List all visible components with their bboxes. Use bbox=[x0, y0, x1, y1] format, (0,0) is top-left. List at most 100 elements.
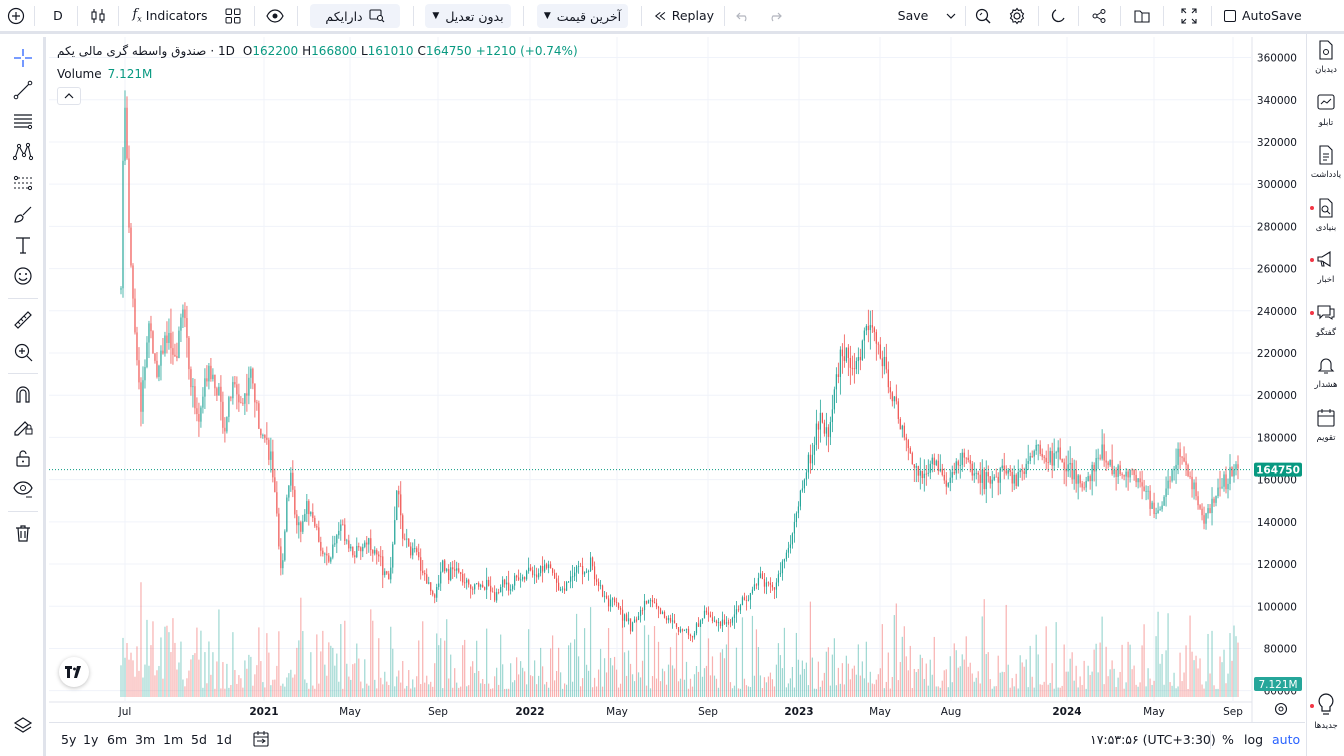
candle-body bbox=[120, 288, 122, 290]
volume-bar bbox=[364, 659, 366, 697]
range-button-1d[interactable]: 1d bbox=[216, 731, 232, 747]
candle-body bbox=[1147, 490, 1149, 492]
redo-button[interactable] bbox=[765, 0, 785, 31]
volume-bar bbox=[374, 679, 376, 697]
legend-toggle-button[interactable] bbox=[57, 87, 81, 105]
pattern-tool[interactable] bbox=[8, 137, 38, 167]
lock-drawings-tool[interactable] bbox=[8, 411, 38, 441]
log-toggle[interactable]: log bbox=[1244, 723, 1263, 755]
hide-tool[interactable] bbox=[8, 474, 38, 504]
text-tool[interactable] bbox=[8, 230, 38, 260]
trendline-tool[interactable] bbox=[8, 75, 38, 105]
symbol-title[interactable]: صندوق واسطه گری مالی یکم bbox=[57, 44, 207, 58]
prediction-tool[interactable] bbox=[8, 168, 38, 198]
sidebar-item-fundamental[interactable]: بنیادی bbox=[1307, 197, 1344, 246]
fib-tool[interactable] bbox=[8, 106, 38, 136]
candle-body bbox=[158, 365, 160, 377]
fullscreen-button[interactable] bbox=[1178, 0, 1200, 31]
volume-bar bbox=[677, 681, 680, 697]
save-options-button[interactable] bbox=[943, 0, 959, 31]
sidebar-item-news[interactable]: اخبار bbox=[1307, 250, 1344, 298]
share-button[interactable] bbox=[1088, 0, 1110, 31]
indicators-button[interactable]: fx Indicators bbox=[128, 0, 212, 31]
moon-icon bbox=[1051, 8, 1065, 22]
volume-bar bbox=[204, 652, 206, 697]
candle-body bbox=[875, 332, 877, 344]
undo-button[interactable] bbox=[733, 0, 753, 31]
candle-body bbox=[326, 553, 328, 556]
price-chart[interactable]: 360000 340000 320000 300000 280000 260000 2400… bbox=[49, 37, 1305, 722]
clock-display[interactable]: ۱۷:۵۳:۵۶ (UTC+3:30) bbox=[1090, 723, 1216, 755]
sidebar-item-board[interactable]: تابلو bbox=[1307, 93, 1344, 141]
chart-area[interactable]: 360000 340000 320000 300000 280000 260000 2400… bbox=[49, 37, 1305, 722]
tradingview-logo[interactable] bbox=[59, 657, 89, 687]
remove-drawings-tool[interactable] bbox=[8, 518, 38, 548]
autosave-toggle[interactable]: AutoSave bbox=[1224, 0, 1328, 31]
candle-body bbox=[1191, 476, 1193, 490]
range-button-1y[interactable]: 1y bbox=[83, 731, 99, 747]
emoji-tool[interactable] bbox=[8, 261, 38, 291]
sidebar-item-alert[interactable]: هشدار bbox=[1307, 355, 1344, 403]
volume-bar bbox=[753, 675, 756, 697]
percent-toggle[interactable]: % bbox=[1222, 723, 1234, 755]
separator bbox=[1163, 6, 1164, 26]
settings-button[interactable] bbox=[1006, 0, 1028, 31]
sidebar-item-note[interactable]: یادداشت bbox=[1307, 145, 1344, 193]
adjustment-select[interactable]: ▼ بدون تعدیل bbox=[425, 4, 511, 28]
lightbulb-icon bbox=[1318, 693, 1334, 715]
candle-body bbox=[727, 622, 730, 624]
volume-bar bbox=[643, 625, 646, 697]
sidebar-item-watchlist[interactable]: دیدبان bbox=[1307, 40, 1344, 88]
sidebar-item-new[interactable]: جدیدها bbox=[1307, 692, 1344, 740]
range-button-6m[interactable]: 6m bbox=[107, 731, 128, 747]
measure-tool[interactable] bbox=[8, 305, 38, 335]
volume-bar bbox=[384, 671, 386, 697]
timezone-settings-button[interactable] bbox=[1273, 701, 1289, 717]
range-button-3m[interactable]: 3m bbox=[135, 731, 156, 747]
theme-button[interactable] bbox=[1047, 0, 1069, 31]
range-button-5d[interactable]: 5d bbox=[191, 731, 207, 747]
candle-body bbox=[573, 572, 576, 577]
auto-toggle[interactable]: auto bbox=[1272, 723, 1300, 755]
interval-button[interactable]: D bbox=[46, 0, 70, 31]
save-button[interactable]: Save bbox=[892, 0, 934, 31]
candle-body bbox=[1237, 464, 1239, 469]
price-type-select[interactable]: ▼ آخرین قیمت bbox=[537, 4, 628, 28]
candle-body bbox=[927, 472, 929, 474]
candle-body bbox=[416, 548, 418, 553]
date-range-button[interactable] bbox=[252, 723, 270, 755]
volume-bar bbox=[442, 688, 444, 697]
visibility-button[interactable] bbox=[264, 0, 286, 31]
volume-bar bbox=[715, 678, 718, 697]
sidebar-item-chat[interactable]: گفتگو bbox=[1307, 303, 1344, 351]
replay-button[interactable]: Replay bbox=[654, 0, 714, 31]
symbol-search-button[interactable]: دارایکم bbox=[310, 4, 400, 28]
templates-button[interactable] bbox=[222, 0, 244, 31]
candle-body bbox=[462, 573, 464, 583]
candle-body bbox=[675, 623, 678, 628]
magnet-tool[interactable] bbox=[8, 380, 38, 410]
range-button-1m[interactable]: 1m bbox=[163, 731, 184, 747]
volume-bar bbox=[532, 676, 534, 697]
candle-body bbox=[516, 575, 518, 578]
object-tree-tool[interactable] bbox=[8, 711, 38, 741]
volume-bar bbox=[1201, 684, 1203, 697]
quick-search-button[interactable] bbox=[972, 0, 994, 31]
chart-type-button[interactable] bbox=[86, 0, 110, 31]
brush-tool[interactable] bbox=[8, 199, 38, 229]
volume-bar bbox=[1169, 682, 1171, 697]
volume-bar bbox=[534, 660, 536, 697]
sidebar-item-calendar[interactable]: تقویم bbox=[1307, 408, 1344, 456]
y-tick-label: 160000 bbox=[1257, 475, 1297, 487]
candle-body bbox=[1051, 451, 1053, 466]
candle-body bbox=[1129, 469, 1131, 478]
candle-body bbox=[921, 470, 923, 479]
candle-body bbox=[781, 561, 784, 574]
lock-tool[interactable] bbox=[8, 443, 38, 473]
snapshot-button[interactable] bbox=[1131, 0, 1153, 31]
zoom-tool[interactable] bbox=[8, 337, 38, 367]
add-symbol-button[interactable] bbox=[4, 0, 28, 31]
crosshair-tool[interactable] bbox=[8, 43, 38, 73]
range-button-5y[interactable]: 5y bbox=[61, 731, 77, 747]
volume-label[interactable]: Volume bbox=[57, 67, 102, 81]
